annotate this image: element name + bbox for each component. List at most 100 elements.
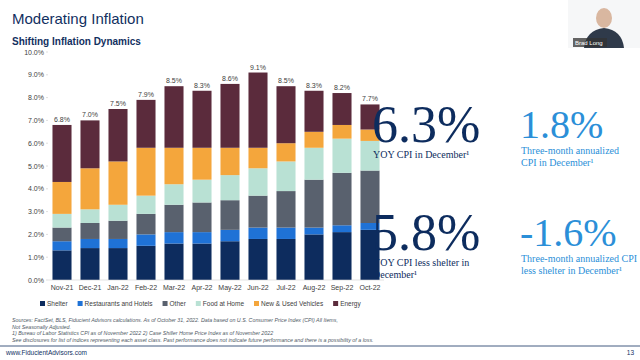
bar-segment xyxy=(108,161,127,204)
stat-value: 5.8% xyxy=(372,204,480,261)
legend-label: New & Used Vehicles xyxy=(261,300,324,307)
bar-segment xyxy=(304,132,323,148)
y-tick xyxy=(46,166,48,167)
bar-segment xyxy=(192,232,211,243)
presenter-frame xyxy=(568,0,640,48)
y-tick-label: 8.0% xyxy=(28,94,44,101)
bar-segment xyxy=(136,214,155,235)
bar-segment xyxy=(164,205,183,232)
bar-segment xyxy=(108,248,127,280)
bar-segment xyxy=(164,244,183,280)
presenter-tile: Brad Long xyxy=(568,0,640,48)
legend-label: Other xyxy=(170,300,187,307)
legend-label: Food at Home xyxy=(203,300,245,307)
y-tick xyxy=(46,74,48,75)
bar-segment xyxy=(108,109,127,161)
stat-caption: Three-month annualized xyxy=(521,145,619,156)
total-label: 7.9% xyxy=(138,91,154,98)
legend-label: Shelter xyxy=(47,300,68,307)
y-tick xyxy=(46,280,48,281)
y-tick-label: 7.0% xyxy=(28,117,44,124)
stat-caption: YOY CPI in December¹ xyxy=(373,149,469,160)
bar-segment xyxy=(332,93,351,125)
y-tick-label: 6.0% xyxy=(28,140,44,147)
bar-segment xyxy=(192,202,211,232)
bar-segment xyxy=(248,148,267,169)
bar-segment xyxy=(276,86,295,143)
x-tick-label: Oct-22 xyxy=(359,284,380,291)
y-tick-label: 5.0% xyxy=(28,163,44,170)
bar-segment xyxy=(304,148,323,180)
bar-segment xyxy=(332,139,351,173)
y-tick-label: 0.0% xyxy=(28,277,44,284)
presenter-label-bg xyxy=(573,38,607,47)
total-label: 8.3% xyxy=(306,82,322,89)
stat-caption: less shelter in December¹ xyxy=(521,265,622,276)
page-number: 13 xyxy=(627,349,635,356)
bar-segment xyxy=(248,168,267,195)
total-label: 7.0% xyxy=(82,111,98,118)
x-tick-label: Jun-22 xyxy=(247,284,269,291)
y-tick-label: 4.0% xyxy=(28,185,44,192)
legend-swatch xyxy=(40,301,45,306)
bar-segment xyxy=(52,241,71,250)
bar-segment xyxy=(52,125,71,182)
bar-segment xyxy=(108,239,127,248)
bar-segment xyxy=(276,239,295,280)
total-label: 8.5% xyxy=(166,77,182,84)
y-tick xyxy=(46,97,48,98)
x-tick-label: Jan-22 xyxy=(107,284,129,291)
bar-segment xyxy=(52,228,71,242)
footnote: See disclosures for list of indices repr… xyxy=(12,337,374,343)
footer-rule xyxy=(0,346,640,347)
bar-segment xyxy=(136,234,155,245)
x-tick-label: Mar-22 xyxy=(163,284,185,291)
bar-segment xyxy=(164,232,183,243)
bar-segment xyxy=(220,175,239,200)
footnote: 1) Bureau of Labor Statistics CPI as of … xyxy=(12,330,273,336)
legend-label: Restaurants and Hotels xyxy=(85,300,154,307)
bar-segment xyxy=(80,120,99,168)
bar-segment xyxy=(276,143,295,161)
stat-caption: YOY CPI less shelter in xyxy=(373,257,469,268)
bar-segment xyxy=(220,241,239,280)
bar-segment xyxy=(276,161,295,191)
bar-segment xyxy=(52,214,71,228)
bar-segment xyxy=(220,148,239,175)
bar-segment xyxy=(108,205,127,221)
legend-label: Energy xyxy=(340,300,361,308)
total-label: 8.5% xyxy=(278,77,294,84)
bar-segment xyxy=(248,73,267,148)
y-axis: 0.0%1.0%2.0%3.0%4.0%5.0%6.0%7.0%8.0%9.0%… xyxy=(24,49,48,284)
y-tick xyxy=(46,234,48,235)
bar-segment xyxy=(248,228,267,239)
bar-segment xyxy=(164,148,183,184)
bar-segment xyxy=(332,225,351,232)
y-tick-label: 2.0% xyxy=(28,231,44,238)
y-tick xyxy=(46,52,48,53)
bar-segment xyxy=(136,196,155,214)
presenter-name: Brad Long xyxy=(575,40,603,46)
bar-segment xyxy=(80,168,99,209)
stat-caption: Three-month annualized CPI xyxy=(521,253,637,264)
legend-swatch xyxy=(254,301,259,306)
legend-swatch xyxy=(333,301,338,306)
bar-segment xyxy=(136,246,155,280)
bar-segment xyxy=(80,223,99,239)
y-tick xyxy=(46,257,48,258)
x-axis-line xyxy=(48,280,384,281)
x-tick-label: Feb-22 xyxy=(135,284,157,291)
stat-value: 6.3% xyxy=(372,96,480,153)
bar-segment xyxy=(80,239,99,248)
bar-segment xyxy=(164,184,183,205)
bar-segment xyxy=(192,244,211,280)
bar-segment xyxy=(304,234,323,280)
total-label: 8.3% xyxy=(194,82,210,89)
y-tick-label: 1.0% xyxy=(28,254,44,261)
bar-segment xyxy=(248,239,267,280)
x-tick-label: Nov-21 xyxy=(51,284,74,291)
bar-segment xyxy=(108,221,127,239)
y-tick xyxy=(46,120,48,121)
website: www.FiducientAdvisors.com xyxy=(5,349,87,356)
y-tick xyxy=(46,211,48,212)
